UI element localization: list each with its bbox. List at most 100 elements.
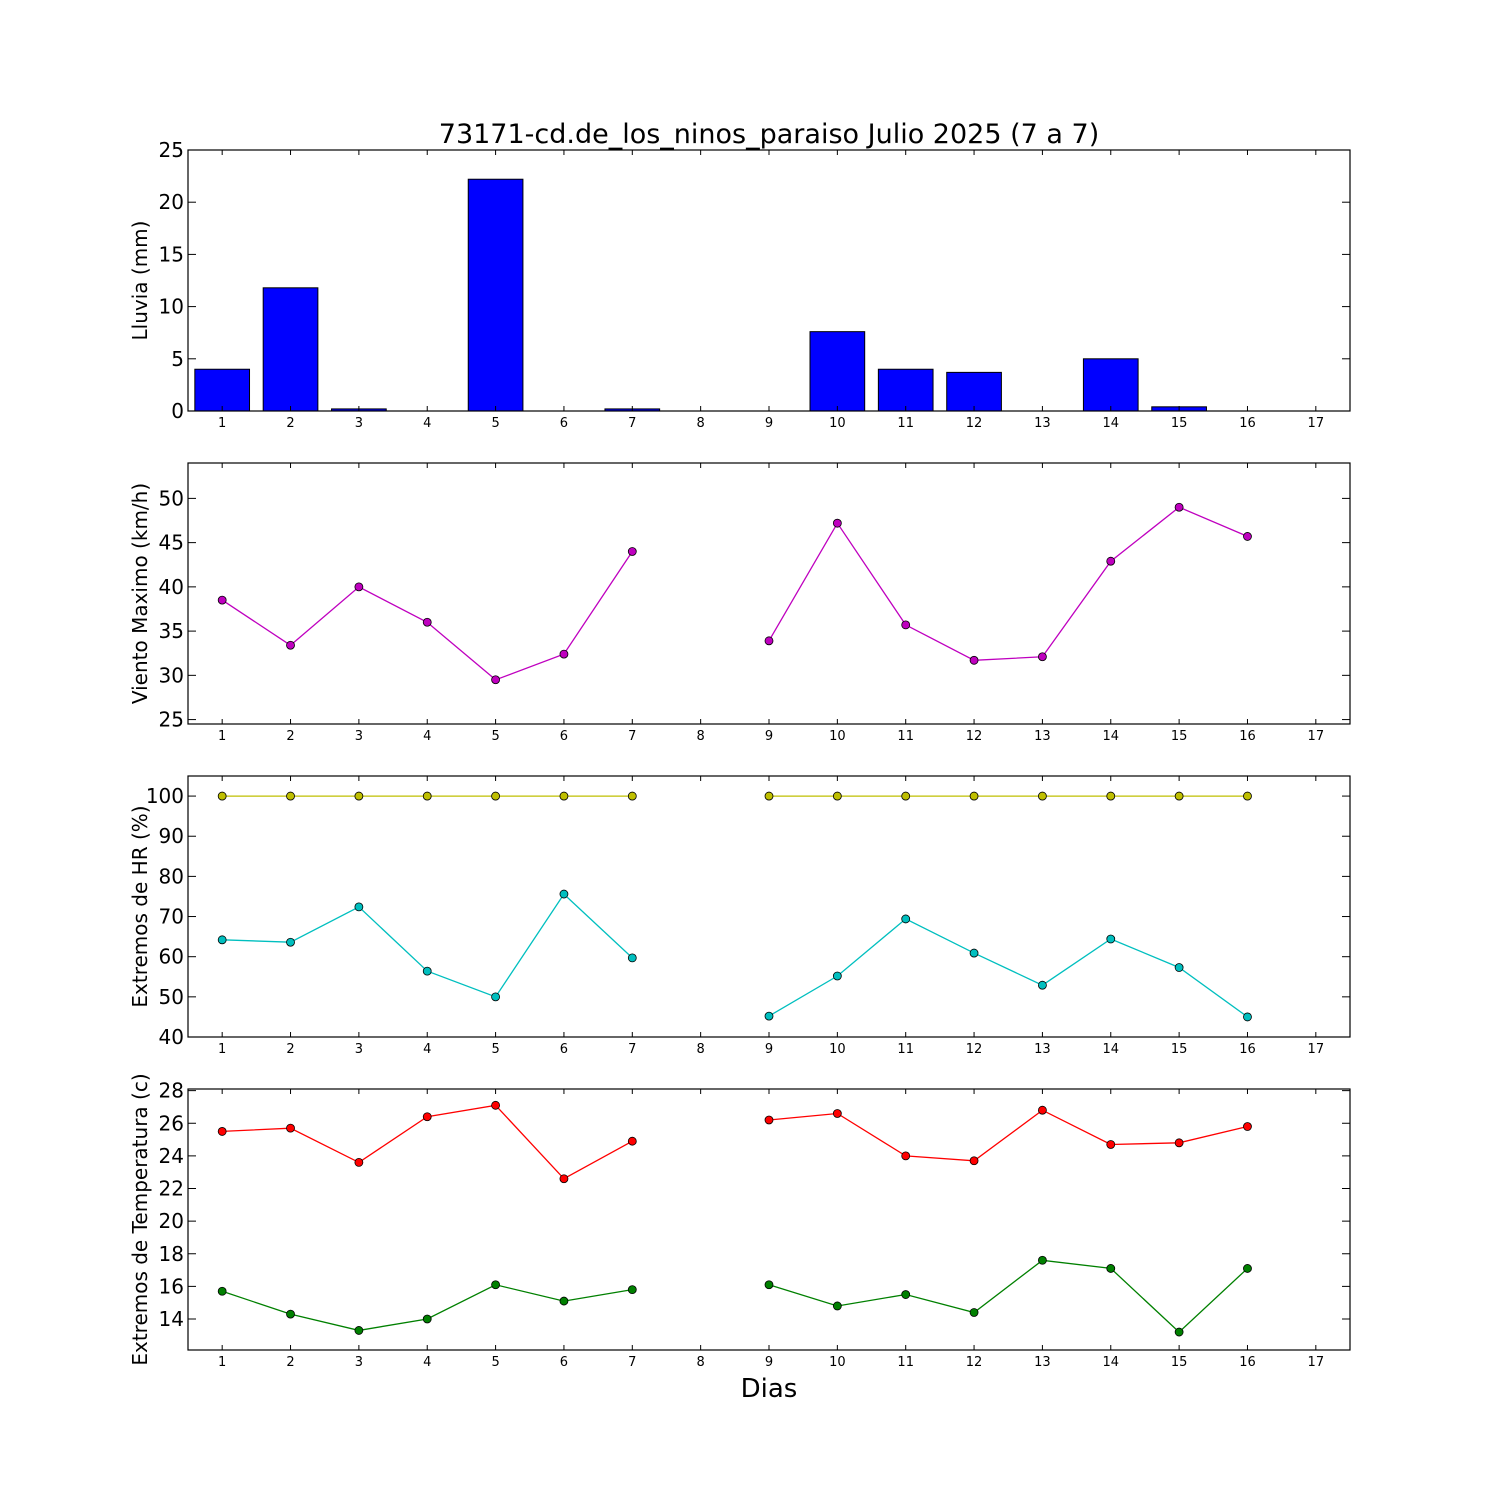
x-tick-label: 16: [1239, 1355, 1256, 1370]
data-point: [969, 1156, 979, 1166]
data-point: [1174, 502, 1184, 512]
x-tick-label: 1: [218, 1042, 226, 1057]
x-tick-label: 3: [355, 416, 363, 431]
x-tick-label: 13: [1034, 1042, 1051, 1057]
data-point: [1174, 1138, 1184, 1148]
data-point: [217, 1127, 227, 1136]
y-tick-label: 70: [159, 905, 184, 929]
rain-bar: [194, 368, 251, 412]
x-tick-label: 7: [628, 416, 636, 431]
y-tick-label: 80: [159, 864, 184, 888]
data-point: [217, 1286, 227, 1296]
x-tick-label: 11: [897, 729, 914, 744]
x-tick-label: 11: [897, 1355, 914, 1370]
y-axis-label: Extremos de HR (%): [128, 805, 152, 1007]
y-tick-label: 22: [159, 1177, 184, 1201]
y-tick-label: 15: [159, 242, 184, 266]
x-tick-label: 2: [286, 729, 294, 744]
x-tick-label: 12: [966, 729, 983, 744]
x-tick-label: 7: [628, 729, 636, 744]
data-point: [354, 582, 364, 592]
data-point: [1174, 1327, 1184, 1337]
rain-bar: [946, 371, 1002, 412]
panel-2: 1 2 3 4 5 6 7 8 9 10 11 12 13 14 15 16 17253035404550Vie…: [128, 462, 1351, 744]
x-tick-label: 15: [1171, 1355, 1188, 1370]
data-point: [764, 1280, 774, 1290]
data-point: [832, 791, 842, 801]
x-tick-label: 8: [697, 1355, 705, 1370]
data-point: [627, 1136, 637, 1146]
y-tick-label: 90: [159, 824, 184, 848]
data-point: [764, 1011, 774, 1021]
series-line: [768, 1259, 1248, 1333]
x-tick-label: 14: [1102, 729, 1119, 744]
x-tick-label: 17: [1308, 729, 1325, 744]
y-tick-label: 30: [159, 663, 184, 687]
series-line: [768, 1109, 1248, 1162]
x-tick-label: 9: [765, 1042, 773, 1057]
data-point: [1106, 934, 1116, 944]
y-tick-label: 10: [159, 295, 184, 319]
data-point: [1106, 791, 1116, 801]
data-point: [354, 1326, 364, 1335]
rain-bar: [877, 368, 934, 412]
x-tick-label: 10: [829, 416, 846, 431]
data-point: [1038, 791, 1047, 801]
x-tick-label: 15: [1171, 1042, 1188, 1057]
y-tick-label: 0: [171, 399, 184, 423]
x-tick-label: 4: [423, 729, 431, 744]
data-point: [354, 1158, 364, 1167]
data-point: [217, 791, 227, 801]
data-point: [969, 655, 979, 665]
data-point: [1038, 652, 1047, 662]
data-point: [1243, 791, 1252, 801]
x-tick-label: 13: [1034, 416, 1051, 431]
chart-title: 73171-cd.de_los_ninos_paraiso Julio 2025…: [439, 119, 1099, 150]
data-point: [1038, 1105, 1047, 1115]
x-tick-label: 12: [966, 416, 983, 431]
rain-bar: [1082, 358, 1139, 412]
x-tick-label: 13: [1034, 1355, 1051, 1370]
x-tick-label: 2: [286, 416, 294, 431]
data-point: [491, 791, 500, 801]
x-tick-label: 8: [697, 729, 705, 744]
x-tick-label: 6: [560, 729, 568, 744]
data-point: [422, 1112, 432, 1122]
data-point: [1243, 1122, 1252, 1131]
x-tick-label: 4: [423, 1042, 431, 1057]
y-tick-label: 14: [159, 1307, 184, 1331]
axes-frame: [187, 462, 1351, 725]
data-point: [286, 640, 295, 650]
data-point: [491, 675, 500, 685]
y-tick-label: 40: [159, 1025, 184, 1049]
x-tick-label: 7: [628, 1042, 636, 1057]
x-tick-label: 1: [218, 729, 226, 744]
series-line: [221, 1284, 633, 1332]
data-point: [217, 595, 227, 605]
y-axis-label: Lluvia (mm): [128, 221, 152, 341]
data-point: [901, 914, 911, 924]
x-tick-label: 16: [1239, 416, 1256, 431]
data-point: [559, 889, 569, 899]
series-line: [222, 893, 633, 998]
x-tick-label: 7: [628, 1355, 636, 1370]
x-tick-label: 14: [1102, 1355, 1119, 1370]
data-point: [286, 1123, 295, 1133]
x-tick-label: 16: [1239, 729, 1256, 744]
y-tick-label: 40: [159, 575, 184, 599]
y-tick-label: 25: [159, 138, 184, 162]
data-point: [559, 1296, 569, 1306]
panel-1: 1 2 3 4 5 6 7 8 9 10 11 12 13 14 15 16 170510152025Lluvi…: [128, 138, 1351, 431]
x-tick-label: 2: [286, 1355, 294, 1370]
x-tick-label: 3: [355, 1042, 363, 1057]
data-point: [491, 992, 500, 1002]
x-tick-label: 17: [1308, 1355, 1325, 1370]
data-point: [1038, 1255, 1047, 1265]
y-axis-label: Extremos de Temperatura (c): [128, 1073, 152, 1365]
x-tick-label: 14: [1102, 416, 1119, 431]
data-point: [491, 1280, 500, 1290]
panel-4: 1 2 3 4 5 6 7 8 9 10 11 12 13 14 15 16 17141618202224262…: [128, 1073, 1351, 1370]
data-point: [1106, 1264, 1116, 1273]
x-tick-label: 14: [1102, 1042, 1119, 1057]
